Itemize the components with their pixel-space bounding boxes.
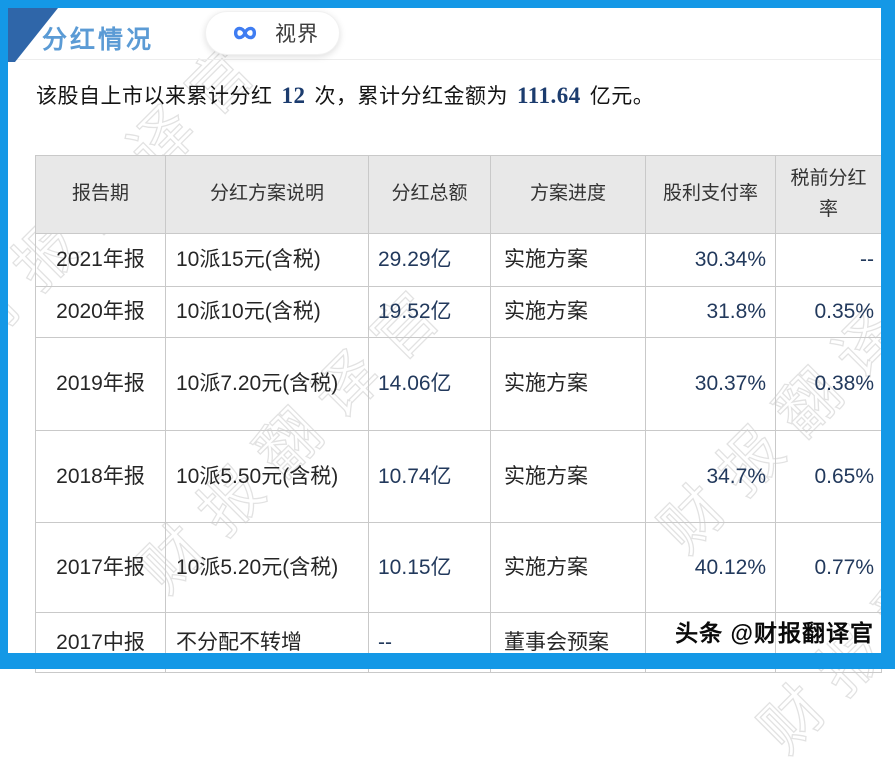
infinity-icon [226, 22, 264, 44]
cell-report-period: 2020年报 [35, 286, 166, 338]
frame-top-border [0, 0, 895, 8]
table-header-row: 报告期 分红方案说明 分红总额 方案进度 股利支付率 税前分红率 [35, 155, 882, 234]
cell-pretax-yield: 0.77% [775, 522, 882, 613]
cell-pretax-yield: 0.38% [775, 337, 882, 431]
table-row: 2021年报 10派15元(含税) 29.29亿 实施方案 30.34% -- [35, 233, 882, 287]
table-row: 2018年报 10派5.50元(含税) 10.74亿 实施方案 34.7% 0.… [35, 430, 882, 523]
col-header-plan-description: 分红方案说明 [165, 155, 369, 234]
cell-plan-description: 10派15元(含税) [165, 233, 369, 287]
table-row: 2019年报 10派7.20元(含税) 14.06亿 实施方案 30.37% 0… [35, 337, 882, 431]
col-header-payout-ratio: 股利支付率 [645, 155, 776, 234]
cell-plan-progress: 实施方案 [490, 430, 646, 523]
page-title: 分红情况 [42, 26, 155, 54]
cell-report-period: 2017年报 [35, 522, 166, 613]
cell-plan-description: 10派10元(含税) [165, 286, 369, 338]
frame-bottom-border [0, 653, 895, 669]
cell-payout-ratio: 30.37% [645, 337, 776, 431]
footer-credit: 头条 @财报翻译官 [675, 620, 874, 646]
cell-total-dividend: 10.74亿 [368, 430, 491, 523]
cell-plan-description: 10派7.20元(含税) [165, 337, 369, 431]
col-header-plan-progress: 方案进度 [490, 155, 646, 234]
col-header-pretax-yield: 税前分红率 [775, 155, 882, 234]
cell-report-period: 2018年报 [35, 430, 166, 523]
cell-payout-ratio: 31.8% [645, 286, 776, 338]
brand-badge: 视界 [205, 11, 340, 55]
frame-right-border [881, 0, 895, 669]
cell-plan-description: 10派5.50元(含税) [165, 430, 369, 523]
dividend-amount: 111.64 [517, 83, 581, 108]
intro-part1: 该股自上市以来累计分红 [36, 85, 273, 108]
brand-label: 视界 [275, 23, 319, 46]
cell-report-period: 2019年报 [35, 337, 166, 431]
cell-payout-ratio: 34.7% [645, 430, 776, 523]
frame-left-border [0, 0, 8, 669]
dividend-count: 12 [281, 83, 306, 108]
cell-pretax-yield: 0.65% [775, 430, 882, 523]
cell-plan-progress: 实施方案 [490, 233, 646, 287]
col-header-report-period: 报告期 [35, 155, 166, 234]
intro-sentence: 该股自上市以来累计分红 12 次，累计分红金额为 111.64 亿元。 [36, 80, 875, 110]
cell-total-dividend: 14.06亿 [368, 337, 491, 431]
page-header: 分红情况 视界 [8, 8, 881, 60]
cell-payout-ratio: 30.34% [645, 233, 776, 287]
table-row: 2020年报 10派10元(含税) 19.52亿 实施方案 31.8% 0.35… [35, 286, 882, 338]
intro-part2: 次，累计分红金额为 [314, 85, 508, 108]
col-header-total-dividend: 分红总额 [368, 155, 491, 234]
cell-total-dividend: 29.29亿 [368, 233, 491, 287]
table-row: 2017年报 10派5.20元(含税) 10.15亿 实施方案 40.12% 0… [35, 522, 882, 613]
cell-plan-progress: 实施方案 [490, 286, 646, 338]
cell-plan-description: 10派5.20元(含税) [165, 522, 369, 613]
cell-pretax-yield: -- [775, 233, 882, 287]
cell-plan-progress: 实施方案 [490, 337, 646, 431]
cell-total-dividend: 19.52亿 [368, 286, 491, 338]
dividend-table: 报告期 分红方案说明 分红总额 方案进度 股利支付率 税前分红率 2021年报 … [35, 155, 882, 673]
cell-payout-ratio: 40.12% [645, 522, 776, 613]
cell-total-dividend: 10.15亿 [368, 522, 491, 613]
cell-plan-progress: 实施方案 [490, 522, 646, 613]
cell-report-period: 2021年报 [35, 233, 166, 287]
cell-pretax-yield: 0.35% [775, 286, 882, 338]
intro-part3: 亿元。 [589, 85, 655, 108]
